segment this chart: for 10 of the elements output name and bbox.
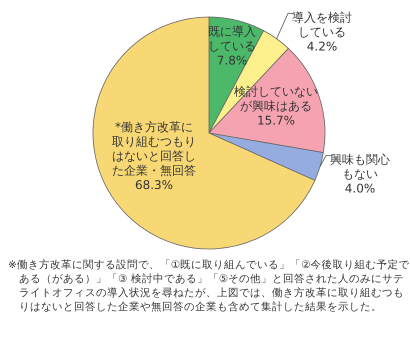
- slice-label: 検討していないが興味はある: [234, 84, 318, 114]
- data-label: 7.8%: [216, 54, 248, 68]
- slice-label: 導入を検討している: [292, 10, 352, 40]
- data-label: 4.0%: [344, 182, 376, 196]
- text: ※働き方改革に関する設問で、「①既に取り組んでいる」「②今後取り組む予定である（がある）」「③ 検討中である」「⑤その他」と回答された人のみにサテライトオフィスの導入状況を尋ねたが、上図では、働き方改革に取り組むつもりはないと回答した企業や無回答の企業も含めて集計した結果を示した。: [8, 258, 410, 314]
- data-label: 15.7%: [256, 114, 296, 128]
- slice-label: 興味も関心もない: [330, 152, 390, 182]
- data-label: 4.2%: [306, 40, 338, 54]
- data-label: 68.3%: [134, 178, 174, 192]
- slice-label: *働き方改革に取り組むつもりはないと回答した企業・無回答: [112, 120, 196, 178]
